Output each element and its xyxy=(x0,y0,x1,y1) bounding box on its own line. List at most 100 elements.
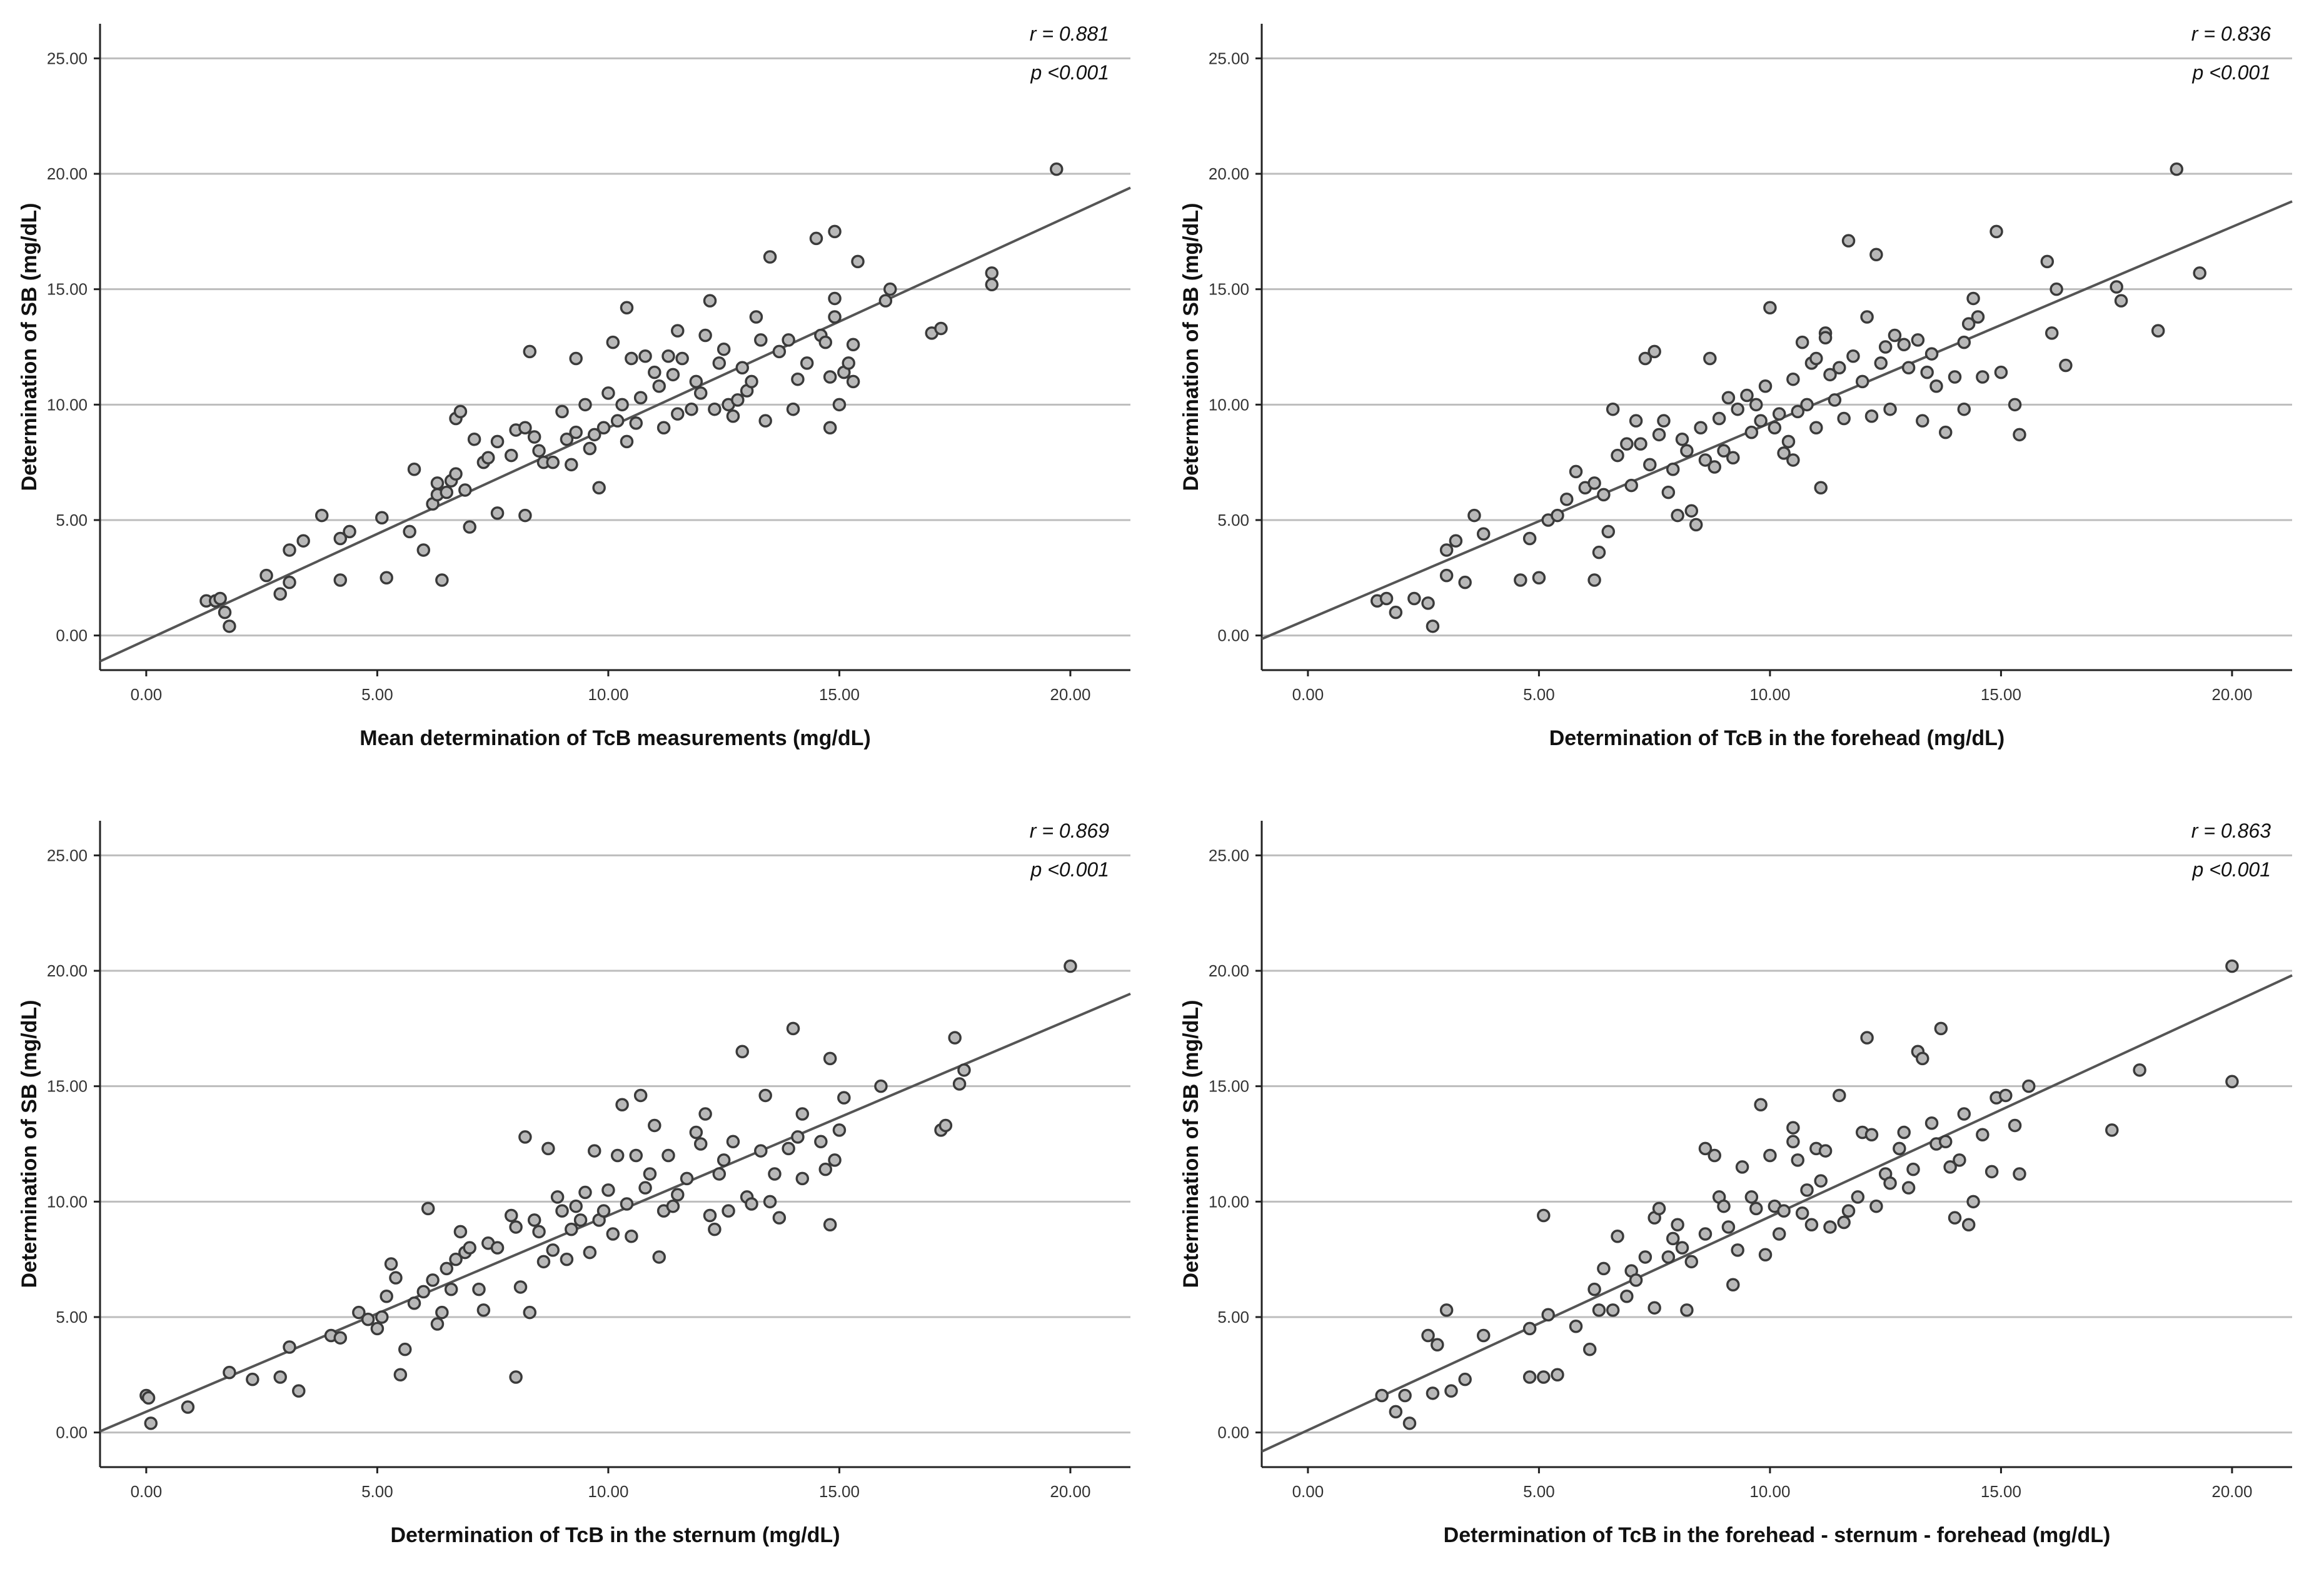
data-point xyxy=(2114,294,2128,308)
data-point xyxy=(633,391,648,404)
data-point xyxy=(314,508,329,523)
data-point xyxy=(656,421,671,434)
data-point xyxy=(1426,1386,1440,1400)
data-point xyxy=(1833,361,1846,374)
data-point xyxy=(1888,328,1902,343)
data-point xyxy=(1731,402,1744,416)
data-point xyxy=(1786,1135,1800,1149)
data-point xyxy=(1597,1261,1611,1276)
data-point xyxy=(735,361,749,374)
data-point xyxy=(1989,224,2003,239)
data-point xyxy=(2225,1075,2239,1089)
data-point xyxy=(1823,368,1837,382)
scatter-plot-mean-tcb: 0.00 5.00 10.00 15.00 20.00 25.00 0.00 5.00 10.0… xyxy=(18,23,1131,750)
data-point xyxy=(2013,428,2026,442)
data-point xyxy=(384,1257,398,1271)
data-point xyxy=(1721,391,1736,404)
data-point xyxy=(1402,1416,1417,1430)
data-point xyxy=(1744,1190,1759,1204)
scatter-panel-sternum: 0.00 5.00 10.00 15.00 20.00 25.00 0.00 5.00 10.0… xyxy=(0,797,1162,1594)
y-axis-title: Determination of SB (mg/dL) xyxy=(1179,203,1203,491)
data-point xyxy=(633,1088,648,1103)
data-point xyxy=(1906,1162,1920,1176)
data-point xyxy=(957,1063,971,1077)
y-tick-label: 5.00 xyxy=(56,1308,88,1326)
data-point xyxy=(1777,1204,1791,1218)
data-point xyxy=(560,1252,574,1266)
data-point xyxy=(615,398,629,412)
data-point xyxy=(1791,404,1805,419)
y-tick-label: 20.00 xyxy=(47,164,88,183)
data-point xyxy=(1643,458,1657,472)
data-point xyxy=(565,458,578,472)
data-point xyxy=(2170,162,2183,176)
data-point xyxy=(2013,1167,2026,1181)
p-value-label: p <0.001 xyxy=(1030,61,1109,84)
data-point xyxy=(213,591,227,606)
scatter-plot-forehead: 0.00 5.00 10.00 15.00 20.00 25.00 0.00 5.00 10.0… xyxy=(1179,23,2293,750)
data-point xyxy=(1929,379,1943,393)
data-point xyxy=(1694,421,1708,434)
data-point xyxy=(786,402,800,416)
data-point xyxy=(523,344,537,359)
data-point xyxy=(689,374,703,389)
data-point xyxy=(223,619,236,633)
data-point xyxy=(675,351,689,366)
data-point xyxy=(426,1273,440,1287)
data-point xyxy=(509,1370,523,1384)
data-point xyxy=(1657,414,1671,428)
y-axis-title: Determination of SB (mg/dL) xyxy=(1179,1000,1203,1288)
data-point xyxy=(685,402,698,416)
data-point xyxy=(1439,568,1454,583)
scatter-panel-mean-tcb: 0.00 5.00 10.00 15.00 20.00 25.00 0.00 5.00 10.0… xyxy=(0,0,1162,797)
data-point xyxy=(1841,234,1856,248)
data-point xyxy=(416,543,431,557)
data-point xyxy=(851,254,865,269)
data-point xyxy=(934,321,948,336)
data-point xyxy=(1476,527,1491,541)
data-point xyxy=(795,1107,810,1121)
data-point xyxy=(643,1167,657,1181)
data-point xyxy=(1647,344,1661,359)
data-point xyxy=(398,1342,412,1356)
scatter-panel-forehead-sternum-forehead: 0.00 5.00 10.00 15.00 20.00 25.00 0.00 5.00 10.0… xyxy=(1162,797,2324,1594)
data-point xyxy=(1652,428,1666,442)
data-point xyxy=(403,524,416,539)
data-point xyxy=(1823,1220,1837,1234)
y-tick-label: 15.00 xyxy=(1209,1077,1249,1096)
data-point xyxy=(1601,524,1616,539)
data-point xyxy=(1611,1229,1624,1243)
data-point xyxy=(1911,333,1925,347)
data-point xyxy=(772,1211,787,1225)
data-point xyxy=(985,266,999,280)
data-point xyxy=(1938,425,1953,439)
data-point xyxy=(1901,1181,1916,1195)
data-point xyxy=(1389,605,1403,619)
data-point xyxy=(1050,162,1064,176)
data-point xyxy=(1726,1278,1740,1292)
data-point xyxy=(1582,1342,1597,1356)
data-point xyxy=(814,1135,828,1149)
data-point xyxy=(1897,338,1911,352)
data-point xyxy=(1684,1255,1699,1269)
data-point xyxy=(504,1208,518,1223)
data-point xyxy=(2050,282,2063,296)
data-point xyxy=(629,416,643,430)
data-point xyxy=(1551,1368,1564,1382)
data-point xyxy=(1587,1282,1601,1296)
data-point xyxy=(527,1213,541,1227)
data-point xyxy=(832,1123,847,1137)
data-point xyxy=(1375,1388,1389,1403)
data-point xyxy=(509,1220,523,1234)
data-point xyxy=(1629,414,1643,428)
data-point xyxy=(1675,432,1689,446)
data-point xyxy=(818,1162,833,1176)
data-point xyxy=(430,476,445,490)
data-point xyxy=(449,1252,463,1266)
y-axis-title: Determination of SB (mg/dL) xyxy=(18,1000,41,1288)
data-point xyxy=(795,1171,810,1186)
data-point xyxy=(578,1185,592,1200)
data-point xyxy=(717,342,731,356)
data-point xyxy=(569,425,583,439)
data-point xyxy=(1966,291,1980,306)
